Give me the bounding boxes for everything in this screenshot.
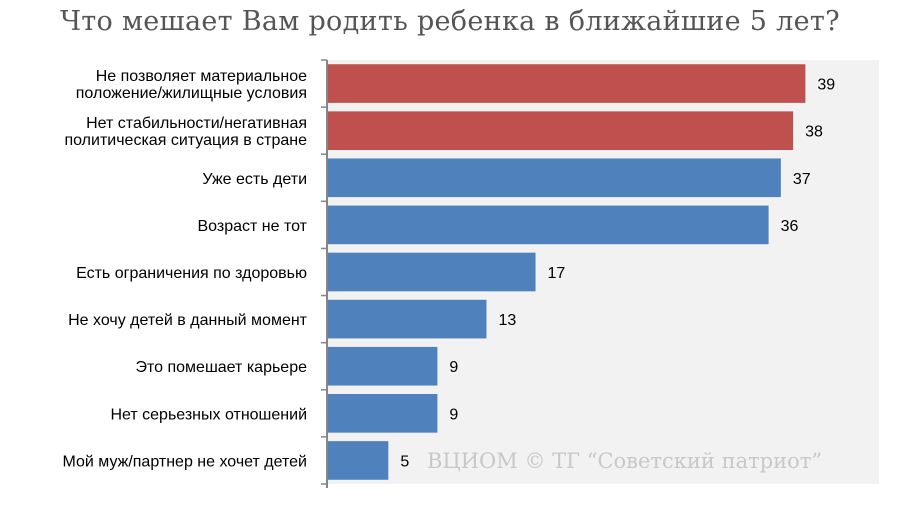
- bar: [327, 158, 781, 198]
- bar: [327, 205, 769, 245]
- bar: [327, 441, 389, 480]
- bar: [327, 346, 438, 386]
- category-label: Нет стабильности/негативная: [86, 115, 307, 132]
- bar: [327, 299, 487, 339]
- chart-title: Что мешает Вам родить ребенка в ближайши…: [60, 6, 840, 37]
- value-label: 9: [449, 359, 458, 376]
- category-label: Мой муж/партнер не хочет детей: [62, 453, 307, 470]
- category-label: Уже есть дети: [202, 171, 307, 188]
- value-label: 13: [498, 312, 516, 329]
- value-label: 37: [793, 171, 811, 188]
- value-label: 17: [548, 265, 566, 282]
- value-label: 38: [805, 124, 823, 141]
- category-label: Нет серьезных отношений: [110, 406, 307, 423]
- category-label: политическая ситуация в стране: [64, 132, 307, 149]
- category-label: Не позволяет материальное: [96, 68, 307, 85]
- value-label: 39: [817, 77, 835, 94]
- category-label: Не хочу детей в данный момент: [68, 312, 308, 329]
- category-label: положение/жилищные условия: [76, 85, 307, 102]
- category-label: Это помешает карьере: [135, 359, 307, 376]
- category-label: Есть ограничения по здоровью: [76, 265, 307, 282]
- category-label: Возраст не тот: [198, 218, 308, 235]
- value-label: 5: [400, 453, 409, 470]
- bar: [327, 64, 806, 103]
- bar: [327, 111, 794, 150]
- bar: [327, 252, 536, 292]
- value-label: 36: [781, 218, 799, 235]
- bar: [327, 394, 438, 433]
- value-label: 9: [449, 406, 458, 423]
- source-watermark: ВЦИОМ © ТГ “Советский патриот”: [427, 449, 823, 473]
